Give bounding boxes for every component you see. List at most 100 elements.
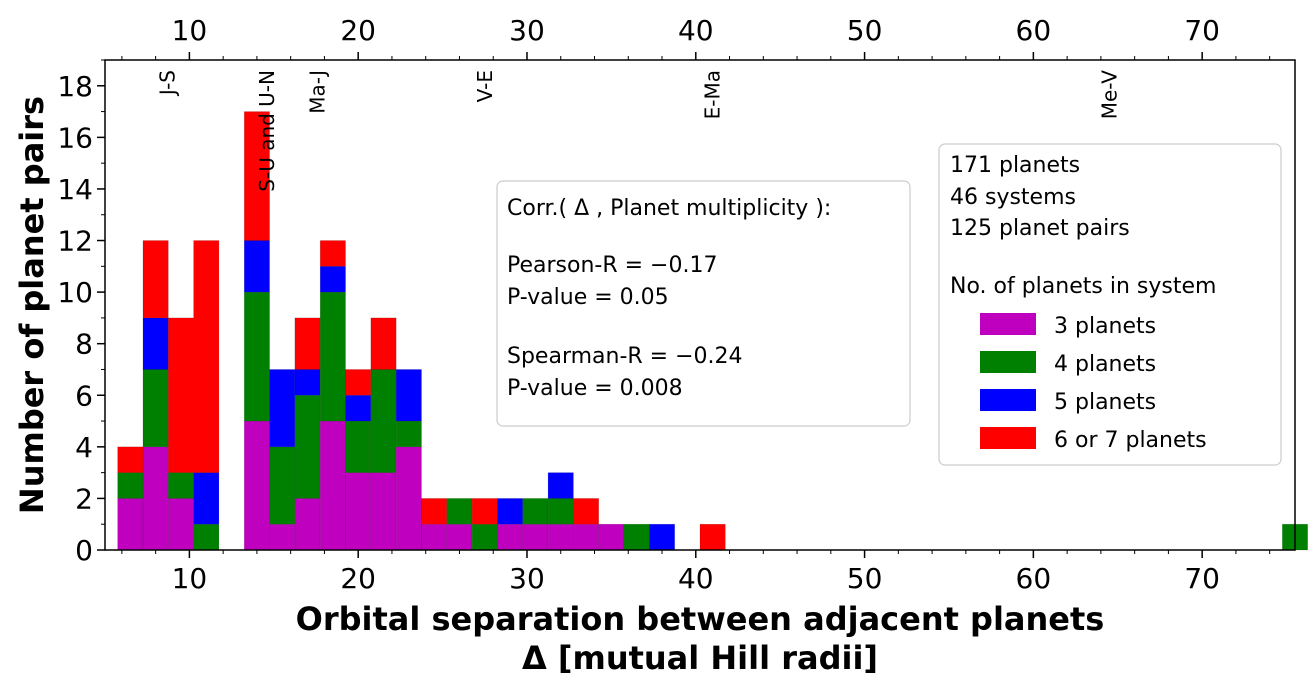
bar-bin8-series3 [319,240,346,267]
bar-bin7-series0 [294,498,321,551]
y-tick-label-6: 6 [75,379,93,412]
legend-title: No. of planets in system [950,274,1216,299]
stats-line-spearman: Spearman-R = −0.24 [507,344,743,369]
x-axis-title-line1: Orbital separation between adjacent plan… [296,600,1105,638]
x-tick-label-40: 40 [678,562,714,595]
bar-bin10-series0 [370,472,397,551]
bar-bin3-series1 [193,523,220,551]
y-tick-label-16: 16 [57,121,93,154]
bar-bin6-series1 [269,446,296,525]
stats-line-spearman-p: P-value = 0.008 [507,376,683,401]
bar-bin18-series0 [573,523,600,551]
bar-bin8-series0 [319,420,346,551]
y-tick-label-0: 0 [75,534,93,567]
top-tick-label-50: 50 [847,14,883,47]
bar-bin23-series3 [699,523,726,551]
planet-pair-label-5: Me-V [1097,70,1121,120]
planet-pair-label-1: S-U and U-N [255,70,279,192]
legend-entry-label-0: 3 planets [1054,314,1156,339]
x-axis-title-line2: Δ [mutual Hill radii] [522,639,878,677]
plot-frame [104,59,1296,551]
bar-bin0-series3 [117,446,144,473]
legend-info-systems: 46 systems [950,185,1076,210]
bar-bin0-series1 [117,472,144,499]
y-tick-label-4: 4 [75,431,93,464]
legend-swatch-0 [980,313,1036,335]
bar-bin8-series2 [319,266,346,293]
y-tick-label-8: 8 [75,328,93,361]
bar-bin9-series0 [345,472,372,551]
top-tick-label-60: 60 [1016,14,1052,47]
bar-bin10-series1 [370,369,397,473]
planet-pair-label-2: Ma-J [306,70,330,114]
legend-swatch-1 [980,351,1036,373]
bar-bin1-series0 [142,446,169,551]
bar-bin1-series2 [142,317,169,370]
y-tick-label-2: 2 [75,482,93,515]
bar-bin5-series1 [243,291,270,422]
bar-bin3-series3 [193,240,220,473]
y-axis-title: Number of planet pairs [13,96,51,514]
x-tick-label-60: 60 [1016,562,1052,595]
x-tick-label-10: 10 [172,562,208,595]
bar-bin17-series0 [547,523,574,551]
bar-bin2-series3 [167,317,194,473]
ticks-group: 10 10 20 20 30 30 40 40 50 50 60 60 70 70 0 2 4 6 8 10 12 14 1… [57,14,1271,595]
legend-swatch-2 [980,389,1036,411]
bar-bin12-series3 [421,498,448,525]
bar-bin3-series2 [193,472,220,525]
bar-bin11-series1 [395,420,422,448]
bar-bin21-series2 [649,523,675,551]
legend-entry-label-3: 6 or 7 planets [1054,428,1207,453]
legend-box: 171 planets 46 systems 125 planet pairs … [938,143,1282,466]
y-tick-label-12: 12 [57,225,93,258]
stats-line-corr: Corr.( Δ , Planet multiplicity ): [507,196,831,221]
x-tick-label-70: 70 [1184,562,1220,595]
bar-bin15-series0 [497,523,524,551]
bar-bin7-series2 [294,369,321,396]
bar-bin17-series1 [547,498,574,525]
legend-frame [938,143,1282,466]
stats-box: Corr.( Δ , Planet multiplicity ): Pearso… [496,180,911,427]
y-tick-label-14: 14 [57,173,93,206]
bar-bin16-series0 [522,523,549,551]
bar-bin0-series0 [117,498,144,551]
y-tick-label-10: 10 [57,276,93,309]
bar-bin13-series1 [446,498,473,525]
axes-group [104,59,1296,551]
bar-bin18-series3 [573,498,600,525]
legend-entry-label-1: 4 planets [1054,352,1156,377]
planet-pair-label-3: V-E [473,70,497,102]
bar-bin8-series1 [319,291,346,422]
bar-bin5-series3 [243,111,270,241]
top-tick-label-30: 30 [509,14,545,47]
bar-bin14-series3 [471,498,498,525]
bar-bin16-series1 [522,498,549,525]
top-tick-label-70: 70 [1184,14,1220,47]
bar-bin9-series3 [345,369,372,396]
bar-bin14-series1 [471,523,498,551]
bar-bin17-series2 [547,472,574,499]
x-tick-label-50: 50 [847,562,883,595]
bar-bin7-series3 [294,317,321,370]
bar-bin6-series2 [269,369,296,448]
x-tick-label-20: 20 [340,562,376,595]
bar-bin11-series0 [395,446,422,551]
planet-pair-label-4: E-Ma [701,70,725,119]
x-tick-label-30: 30 [509,562,545,595]
bar-bin15-series2 [497,498,524,525]
bar-bin5-series2 [243,240,270,293]
legend-info-planets: 171 planets [950,153,1080,178]
legend-entry-label-2: 5 planets [1054,390,1156,415]
bar-bin6-series0 [269,523,296,551]
y-tick-label-18: 18 [57,70,93,103]
legend-info-pairs: 125 planet pairs [950,216,1130,241]
bar-bin13-series0 [446,523,473,551]
bar-bin11-series2 [395,369,422,422]
bar-bin9-series1 [345,420,372,473]
bar-bin19-series0 [598,523,625,551]
bar-bin10-series3 [370,317,397,370]
top-tick-label-20: 20 [340,14,376,47]
bar-bin9-series2 [345,394,372,422]
